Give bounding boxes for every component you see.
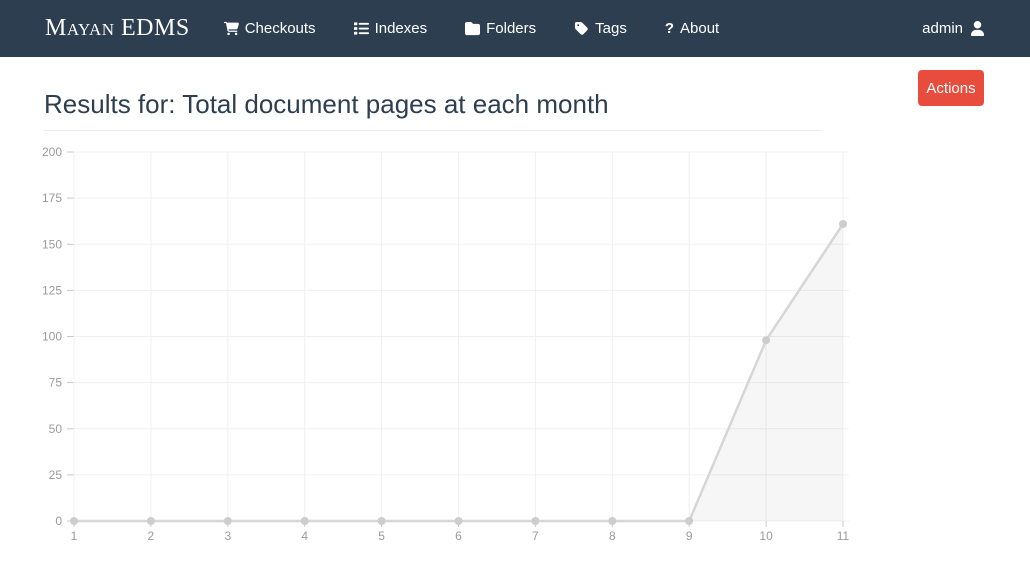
x-axis-label: 10 [759, 529, 773, 543]
x-axis-label: 8 [609, 529, 616, 543]
nav-label: Tags [595, 20, 627, 37]
main-nav: Checkouts Indexes Folders Tags ? About [223, 20, 719, 37]
x-axis-label: 5 [378, 529, 385, 543]
data-point [839, 220, 847, 228]
actions-button[interactable]: Actions [918, 70, 984, 106]
x-axis-label: 2 [148, 529, 155, 543]
y-axis-label: 200 [42, 145, 62, 159]
x-axis-label: 4 [301, 529, 308, 543]
nav-label: Indexes [374, 20, 428, 37]
folder-icon [465, 21, 481, 36]
nav-item-indexes[interactable]: Indexes [353, 20, 428, 37]
y-axis-label: 25 [49, 468, 63, 482]
data-point [70, 517, 78, 525]
x-axis-label: 3 [224, 529, 231, 543]
user-menu[interactable]: admin [922, 20, 985, 37]
shopping-cart-icon [223, 21, 239, 36]
nav-label: About [680, 20, 720, 37]
data-point [531, 517, 540, 525]
username-label: admin [922, 20, 963, 37]
x-axis-label: 9 [686, 529, 693, 543]
y-axis-label: 100 [42, 330, 62, 344]
y-axis-label: 125 [42, 283, 62, 297]
tag-icon [574, 21, 589, 36]
y-axis-label: 175 [42, 191, 62, 205]
y-axis-label: 0 [55, 514, 62, 528]
y-axis-label: 150 [42, 237, 62, 251]
data-point [377, 517, 386, 525]
nav-item-folders[interactable]: Folders [465, 20, 536, 37]
nav-label: Checkouts [244, 20, 316, 37]
x-axis-label: 6 [455, 529, 462, 543]
data-point [146, 517, 155, 525]
data-point [300, 517, 309, 525]
x-axis-label: 7 [532, 529, 539, 543]
data-point [223, 517, 232, 525]
title-divider [44, 130, 821, 131]
x-axis-label: 1 [71, 529, 78, 543]
nav-label: Folders [486, 20, 537, 37]
data-point [608, 517, 617, 525]
user-icon [970, 21, 985, 36]
chart-svg: 0 25 50 75 100 125 150 175 200 1 2 3 4 5 6 7 8 9 10 11 [42, 145, 850, 543]
y-axis-label: 50 [49, 422, 63, 436]
y-axis-label: 75 [49, 376, 63, 390]
data-point [685, 517, 694, 525]
navbar: Mayan EDMS Checkouts Indexes Folders Tag… [0, 0, 1030, 57]
x-axis-label: 11 [837, 529, 850, 543]
question-icon: ? [664, 20, 674, 37]
nav-item-tags[interactable]: Tags [574, 20, 627, 37]
nav-item-about[interactable]: ? About [665, 20, 719, 37]
list-icon [353, 21, 369, 36]
page-title: Results for: Total document pages at eac… [44, 89, 609, 119]
brand-logo[interactable]: Mayan EDMS [45, 15, 190, 41]
nav-item-checkouts[interactable]: Checkouts [223, 20, 316, 37]
data-point [454, 517, 463, 525]
data-point [762, 336, 771, 345]
